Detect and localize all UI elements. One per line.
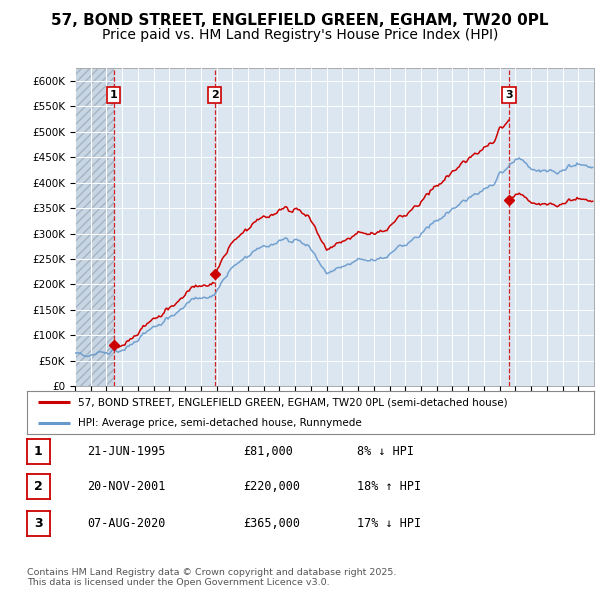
- Text: £220,000: £220,000: [243, 480, 300, 493]
- Text: £81,000: £81,000: [243, 445, 293, 458]
- Text: 2: 2: [34, 480, 43, 493]
- Text: 20-NOV-2001: 20-NOV-2001: [87, 480, 166, 493]
- Text: 17% ↓ HPI: 17% ↓ HPI: [357, 517, 421, 530]
- Text: 18% ↑ HPI: 18% ↑ HPI: [357, 480, 421, 493]
- Text: HPI: Average price, semi-detached house, Runnymede: HPI: Average price, semi-detached house,…: [78, 418, 362, 428]
- Text: 3: 3: [34, 517, 43, 530]
- Text: £365,000: £365,000: [243, 517, 300, 530]
- Text: 21-JUN-1995: 21-JUN-1995: [87, 445, 166, 458]
- Bar: [75, 68, 114, 386]
- Text: 1: 1: [110, 90, 118, 100]
- Text: 07-AUG-2020: 07-AUG-2020: [87, 517, 166, 530]
- Text: Contains HM Land Registry data © Crown copyright and database right 2025.
This d: Contains HM Land Registry data © Crown c…: [27, 568, 397, 587]
- Text: 2: 2: [211, 90, 218, 100]
- Text: 8% ↓ HPI: 8% ↓ HPI: [357, 445, 414, 458]
- Text: Price paid vs. HM Land Registry's House Price Index (HPI): Price paid vs. HM Land Registry's House …: [102, 28, 498, 42]
- Text: 3: 3: [505, 90, 513, 100]
- Text: 57, BOND STREET, ENGLEFIELD GREEN, EGHAM, TW20 0PL (semi-detached house): 57, BOND STREET, ENGLEFIELD GREEN, EGHAM…: [78, 397, 508, 407]
- Text: 1: 1: [34, 445, 43, 458]
- Text: 57, BOND STREET, ENGLEFIELD GREEN, EGHAM, TW20 0PL: 57, BOND STREET, ENGLEFIELD GREEN, EGHAM…: [51, 13, 549, 28]
